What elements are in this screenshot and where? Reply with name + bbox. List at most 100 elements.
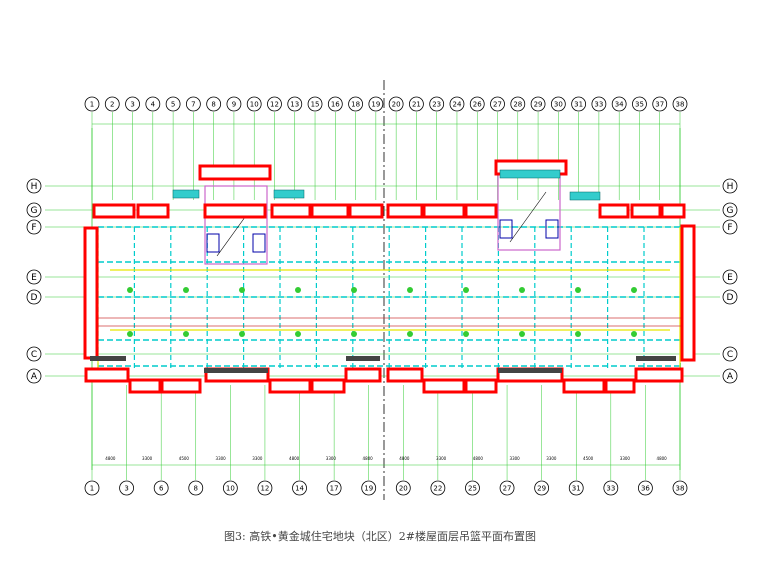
axis-bubble bbox=[490, 96, 505, 112]
anchor bbox=[463, 331, 469, 337]
basket bbox=[386, 203, 424, 219]
anchor bbox=[407, 287, 413, 293]
slab bbox=[346, 356, 380, 361]
row-label: A bbox=[31, 372, 38, 382]
axis-label: 35 bbox=[635, 101, 644, 109]
basket bbox=[464, 203, 498, 219]
dim-label: 3300 bbox=[436, 456, 447, 461]
axis-bubble bbox=[611, 96, 627, 112]
axis-label: 31 bbox=[572, 485, 581, 493]
axis-label: 19 bbox=[371, 101, 380, 109]
dim-label: 3300 bbox=[216, 456, 227, 461]
axis-label: 36 bbox=[641, 485, 650, 493]
axis-bubble bbox=[188, 480, 204, 496]
basket bbox=[630, 203, 662, 219]
axis-bubble bbox=[603, 480, 619, 496]
basket bbox=[422, 378, 466, 394]
axis-bubble bbox=[510, 96, 526, 112]
basket bbox=[562, 378, 606, 394]
axis-label: 27 bbox=[503, 485, 512, 493]
axis-label: 13 bbox=[290, 101, 299, 109]
row-bubble bbox=[722, 269, 738, 285]
axis-label: 9 bbox=[232, 101, 236, 109]
axis-bubble bbox=[672, 480, 688, 496]
axis-label: 29 bbox=[534, 101, 543, 109]
dim-label: 4800 bbox=[657, 456, 668, 461]
basket bbox=[92, 203, 136, 219]
caption: 图3: 高铁•黄金城住宅地块（北区）2#楼屋面层吊篮平面布置图 bbox=[224, 530, 536, 543]
axis-bubble bbox=[185, 96, 201, 112]
dim-label: 4800 bbox=[105, 456, 116, 461]
cover bbox=[273, 189, 305, 199]
dim-label: 4800 bbox=[363, 456, 374, 461]
axis-label: 2 bbox=[110, 101, 114, 109]
row-label: H bbox=[31, 182, 38, 192]
basket bbox=[270, 203, 312, 219]
dim-label: 4800 bbox=[399, 456, 410, 461]
basket bbox=[310, 378, 346, 394]
dim-label: 4500 bbox=[583, 456, 594, 461]
axis-label: 27 bbox=[493, 101, 502, 109]
axis-bubble bbox=[226, 96, 242, 112]
basket bbox=[598, 203, 630, 219]
row-bubble bbox=[722, 202, 738, 218]
axis-bubble bbox=[395, 480, 411, 496]
basket bbox=[198, 164, 272, 181]
axis-label: 29 bbox=[537, 485, 546, 493]
axis-label: 30 bbox=[554, 101, 563, 109]
row-bubble bbox=[722, 219, 738, 235]
dim-label: 3300 bbox=[510, 456, 521, 461]
dim-label: 4800 bbox=[289, 456, 300, 461]
row-label: G bbox=[31, 206, 38, 216]
dim-label: 3300 bbox=[142, 456, 153, 461]
axis-bubble bbox=[449, 96, 465, 112]
axis-bubble bbox=[652, 96, 668, 112]
axis-label: 37 bbox=[655, 101, 664, 109]
anchor bbox=[519, 331, 525, 337]
basket bbox=[348, 203, 384, 219]
row-label: G bbox=[727, 206, 734, 216]
axis-bubble bbox=[530, 96, 546, 112]
axis-label: 8 bbox=[211, 101, 215, 109]
anchor bbox=[631, 331, 637, 337]
row-bubble bbox=[722, 368, 738, 384]
dim-label: 3300 bbox=[326, 456, 337, 461]
axis-bubble bbox=[550, 96, 566, 112]
axis-label: 1 bbox=[90, 485, 94, 493]
row-bubble bbox=[26, 368, 42, 384]
row-label: F bbox=[31, 223, 36, 233]
basket bbox=[160, 378, 202, 394]
anchor bbox=[295, 331, 301, 337]
axis-label: 5 bbox=[171, 101, 175, 109]
axis-label: 38 bbox=[676, 485, 685, 493]
row-bubble bbox=[26, 219, 42, 235]
anchor bbox=[575, 331, 581, 337]
axis-bubble bbox=[499, 480, 515, 496]
axis-bubble bbox=[307, 96, 323, 112]
basket bbox=[386, 367, 424, 383]
cover bbox=[172, 189, 200, 199]
axis-bubble bbox=[222, 480, 238, 496]
row-bubble bbox=[722, 178, 738, 194]
axis-bubble bbox=[246, 96, 262, 112]
basket bbox=[604, 378, 636, 394]
axis-label: 8 bbox=[194, 485, 198, 493]
axis-bubble bbox=[465, 480, 480, 496]
stair bbox=[252, 233, 266, 253]
axis-label: 7 bbox=[191, 101, 195, 109]
row-bubble bbox=[722, 289, 738, 305]
axis-label: 23 bbox=[432, 101, 441, 109]
axis-bubble bbox=[267, 96, 282, 112]
axis-bubble bbox=[125, 96, 140, 112]
axis-bubble bbox=[104, 96, 120, 112]
axis-bubble bbox=[409, 96, 424, 112]
axis-bubble bbox=[327, 96, 343, 112]
row-label: C bbox=[727, 350, 733, 360]
parapet bbox=[91, 317, 683, 327]
axis-label: 3 bbox=[130, 101, 134, 109]
basket bbox=[464, 378, 498, 394]
stair-diag bbox=[509, 191, 547, 243]
axis-label: 22 bbox=[433, 485, 442, 493]
axis-bubble bbox=[292, 480, 307, 496]
axis-label: 19 bbox=[364, 485, 373, 493]
